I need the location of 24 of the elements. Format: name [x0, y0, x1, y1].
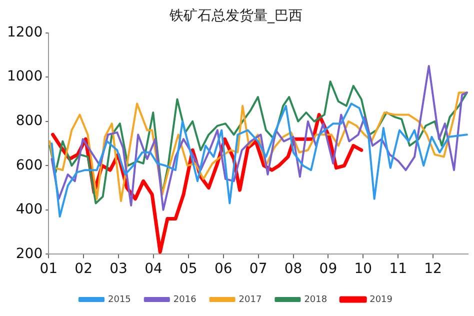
x-tick-label: 04 — [144, 261, 162, 278]
legend-label: 2018 — [304, 294, 328, 305]
y-tick-label: 800 — [16, 113, 43, 129]
y-tick-label: 200 — [16, 246, 43, 262]
legend-label: 2019 — [370, 294, 393, 305]
x-tick-label: 02 — [74, 261, 92, 278]
x-tick-label: 03 — [110, 261, 128, 278]
y-tick-label: 1200 — [6, 24, 43, 40]
x-tick-label: 05 — [180, 261, 198, 278]
x-tick-label: 11 — [389, 261, 408, 278]
legend-label: 2017 — [238, 294, 262, 305]
x-tick-label: 09 — [319, 261, 338, 278]
y-tick-label: 600 — [16, 157, 43, 174]
legend-label: 2016 — [173, 294, 197, 305]
x-tick-label: 01 — [40, 261, 58, 278]
chart-title: 铁矿石总发货量_巴西 — [168, 8, 302, 24]
x-tick-label: 06 — [214, 261, 232, 278]
legend-label: 2015 — [108, 294, 131, 305]
x-tick-label: 10 — [354, 261, 372, 278]
x-tick-label: 07 — [249, 261, 268, 278]
y-tick-label: 1000 — [6, 68, 43, 85]
y-tick-label: 400 — [16, 202, 43, 218]
x-tick-label: 08 — [284, 261, 302, 278]
x-tick-label: 12 — [424, 261, 442, 278]
